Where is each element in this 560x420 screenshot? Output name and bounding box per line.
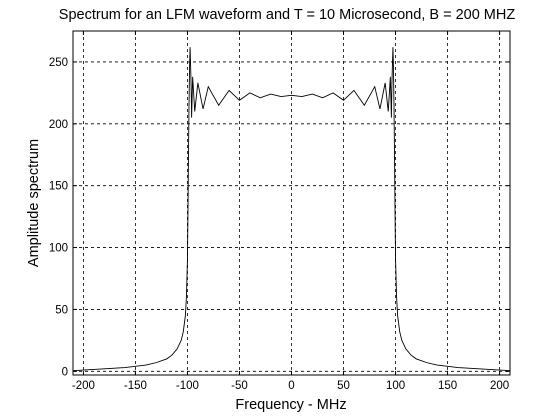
x-tick-label: -100 bbox=[176, 380, 199, 392]
x-tick-label: -50 bbox=[231, 380, 248, 392]
y-tick-label: 0 bbox=[62, 366, 68, 378]
x-tick-label: -150 bbox=[124, 380, 147, 392]
x-tick-label: -200 bbox=[72, 380, 95, 392]
grid-lines bbox=[73, 31, 510, 375]
x-axis-label: Frequency - MHz bbox=[235, 397, 346, 413]
chart-title: Spectrum for an LFM waveform and T = 10 … bbox=[59, 7, 516, 23]
y-tick-label: 150 bbox=[49, 181, 68, 193]
y-tick-label: 200 bbox=[49, 119, 68, 131]
y-tick-label: 250 bbox=[49, 57, 68, 69]
x-tick-label: 50 bbox=[337, 380, 350, 392]
y-axis-label: Amplitude spectrum bbox=[26, 139, 42, 267]
x-tick-label: 150 bbox=[438, 380, 457, 392]
plot-frame bbox=[72, 30, 511, 376]
x-tick-label: 200 bbox=[490, 380, 509, 392]
x-tick-label: 100 bbox=[386, 380, 405, 392]
y-tick-label: 100 bbox=[49, 243, 68, 255]
series-line-amplitude bbox=[72, 47, 511, 372]
y-tick-label: 50 bbox=[55, 304, 68, 316]
axis-ticks: -200 -150 -100 -50 0 50 100 150 200 0 50 100 150 200 2… bbox=[49, 31, 510, 392]
x-tick-label: 0 bbox=[288, 380, 294, 392]
